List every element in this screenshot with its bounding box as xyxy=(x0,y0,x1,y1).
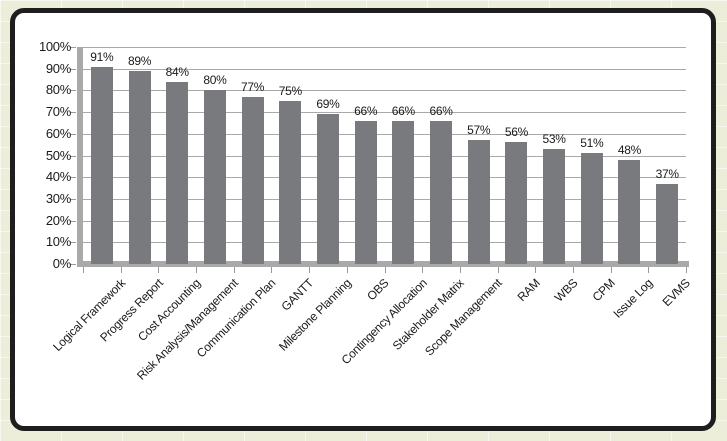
bar-value-label: 66% xyxy=(354,103,378,118)
y-axis-tick xyxy=(70,90,76,92)
y-axis-tick xyxy=(70,112,76,114)
x-axis-category-label: CPM xyxy=(589,276,618,305)
x-axis-tick xyxy=(459,267,461,273)
x-axis-tick xyxy=(271,267,273,273)
x-axis-line xyxy=(77,261,689,267)
bar-gantt xyxy=(279,101,302,264)
gridline xyxy=(83,90,686,92)
x-axis-tick xyxy=(535,267,537,273)
bar-value-label: 80% xyxy=(203,73,227,88)
bar-risk-analysis-management xyxy=(203,90,226,264)
y-axis-tick-label: 30% xyxy=(45,190,71,206)
y-axis-tick-label: 10% xyxy=(45,234,71,250)
x-axis-category-label: EVMS xyxy=(659,276,694,310)
y-axis-tick-label: 100% xyxy=(38,39,71,54)
y-axis-tick xyxy=(70,47,76,48)
gridline xyxy=(83,133,686,135)
bar-obs xyxy=(354,120,377,264)
x-axis-tick xyxy=(346,267,348,273)
y-axis-tick xyxy=(70,155,76,157)
x-axis-tick xyxy=(610,267,612,273)
y-axis-tick xyxy=(70,133,76,135)
bar-value-label: 75% xyxy=(278,84,302,99)
x-axis-category-label: RAM xyxy=(514,276,543,305)
bar-cost-accounting xyxy=(166,81,189,264)
x-axis-tick xyxy=(120,267,122,273)
gridline xyxy=(83,112,686,114)
bar-value-label: 53% xyxy=(542,131,566,146)
bar-value-label: 84% xyxy=(165,64,189,79)
y-axis-tick xyxy=(70,198,76,200)
gridline xyxy=(83,177,686,179)
x-axis-tick xyxy=(309,267,311,273)
bar-value-label: 89% xyxy=(127,53,152,68)
bar-scope-management xyxy=(467,140,490,264)
x-axis-category-label: OBS xyxy=(364,276,392,304)
y-axis-tick-label: 80% xyxy=(45,82,71,98)
bar-communication-plan xyxy=(241,96,264,264)
x-axis-tick xyxy=(422,267,424,273)
gridline xyxy=(83,198,686,200)
y-axis-tick xyxy=(70,177,76,179)
y-axis-tick xyxy=(70,68,76,70)
x-axis-tick xyxy=(686,267,687,273)
bar-value-label: 66% xyxy=(429,103,453,118)
bar-milestone-planning xyxy=(316,114,339,264)
bar-value-label: 51% xyxy=(580,136,604,151)
y-axis-tick xyxy=(70,220,76,222)
bar-stakeholder-matrix xyxy=(430,120,453,264)
bar-contingency-allocation xyxy=(392,120,415,264)
bar-progress-report xyxy=(128,70,151,264)
x-axis-category-label: Milestone Planning xyxy=(276,276,354,354)
bar-value-label: 56% xyxy=(504,125,528,140)
bar-evms xyxy=(656,183,679,264)
bar-logical-framework xyxy=(90,66,113,264)
y-axis-tick-label: 20% xyxy=(45,212,71,228)
bar-value-label: 69% xyxy=(316,97,340,112)
bar-ram xyxy=(505,142,528,264)
x-axis-tick xyxy=(158,267,160,273)
x-axis-tick xyxy=(497,267,499,273)
y-axis-tick-label: 40% xyxy=(45,169,71,185)
y-axis-tick-label: 70% xyxy=(45,104,71,120)
y-axis-tick-label: 90% xyxy=(45,60,71,76)
gridline xyxy=(83,155,686,157)
bar-value-label: 37% xyxy=(655,166,679,181)
y-axis-tick-label: 0% xyxy=(52,256,72,271)
x-axis-tick xyxy=(83,267,84,273)
bar-value-label: 77% xyxy=(241,79,265,94)
y-axis-tick-label: 60% xyxy=(45,125,71,141)
gridline xyxy=(83,242,686,244)
gridline xyxy=(83,47,686,48)
x-axis-category-label: Issue Log xyxy=(610,276,656,321)
chart-frame: 100% 90% 80% 70% 60% 50% 40% 30% 20% 10% 0% 91% Logi… xyxy=(10,8,716,431)
y-axis-tick-label: 50% xyxy=(45,147,71,163)
bar-value-label: 66% xyxy=(391,103,415,118)
gridline xyxy=(83,68,686,70)
x-axis-tick xyxy=(196,267,198,273)
x-axis-tick xyxy=(648,267,650,273)
y-axis-tick xyxy=(70,242,76,244)
y-axis-line xyxy=(77,47,83,267)
bar-chart: 100% 90% 80% 70% 60% 50% 40% 30% 20% 10% 0% 91% Logi… xyxy=(15,13,711,426)
x-axis-category-label: WBS xyxy=(551,276,580,305)
y-axis-tick xyxy=(70,264,76,265)
x-axis-tick xyxy=(572,267,574,273)
x-axis-tick xyxy=(233,267,235,273)
bar-wbs xyxy=(543,148,566,264)
bar-value-label: 48% xyxy=(617,142,642,157)
gridline xyxy=(83,220,686,222)
bar-issue-log xyxy=(618,159,641,264)
bar-cpm xyxy=(580,153,603,264)
bar-value-label: 91% xyxy=(90,49,114,64)
bar-value-label: 57% xyxy=(467,123,491,138)
x-axis-tick xyxy=(384,267,386,273)
